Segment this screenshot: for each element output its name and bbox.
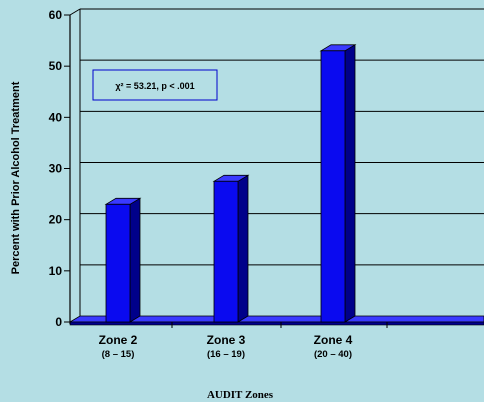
bars: [104, 44, 357, 323]
x-category-range: (16 – 19): [207, 349, 245, 360]
y-tick-labels: 0 10 20 30 40 50 60: [49, 8, 63, 329]
bar-zone-2: [104, 197, 142, 323]
bar-side: [237, 174, 249, 323]
y-tick-label: 10: [49, 264, 63, 278]
y-tick-label: 40: [49, 110, 63, 124]
stat-annotation: χ² = 53.21, p < .001: [92, 69, 218, 101]
x-category-range: (20 – 40): [314, 349, 352, 360]
y-tick-label: 60: [49, 8, 63, 22]
axes: [64, 8, 388, 328]
bar-zone-4: [319, 44, 357, 323]
bar-side: [129, 197, 141, 323]
y-tick-label: 20: [49, 213, 63, 227]
x-category-label: Zone 3: [207, 333, 246, 347]
x-category-range: (8 – 15): [102, 349, 135, 360]
x-category-label: Zone 4: [314, 333, 353, 347]
annotation-text: χ² = 53.21, p < .001: [115, 81, 194, 91]
bar-front: [105, 203, 131, 323]
y-tick-label: 30: [49, 162, 63, 176]
floor-front: [69, 321, 484, 326]
x-category-labels: Zone 2 (8 – 15) Zone 3 (16 – 19) Zone 4 (20 –…: [99, 333, 353, 360]
gridlines: [79, 8, 484, 316]
bar-front: [320, 50, 346, 323]
y-tick-label: 0: [55, 315, 62, 329]
bar-front: [213, 180, 239, 323]
y-axis-top-edge: [69, 8, 81, 16]
y-axis-title: Percent with Prior Alcohol Treatment: [10, 81, 22, 274]
annotation-box: [92, 69, 218, 101]
y-tick-label: 50: [49, 59, 63, 73]
bar-zone-3: [212, 174, 250, 323]
bar-side: [344, 44, 356, 323]
x-category-label: Zone 2: [99, 333, 138, 347]
x-axis-title: AUDIT Zones: [207, 389, 274, 401]
